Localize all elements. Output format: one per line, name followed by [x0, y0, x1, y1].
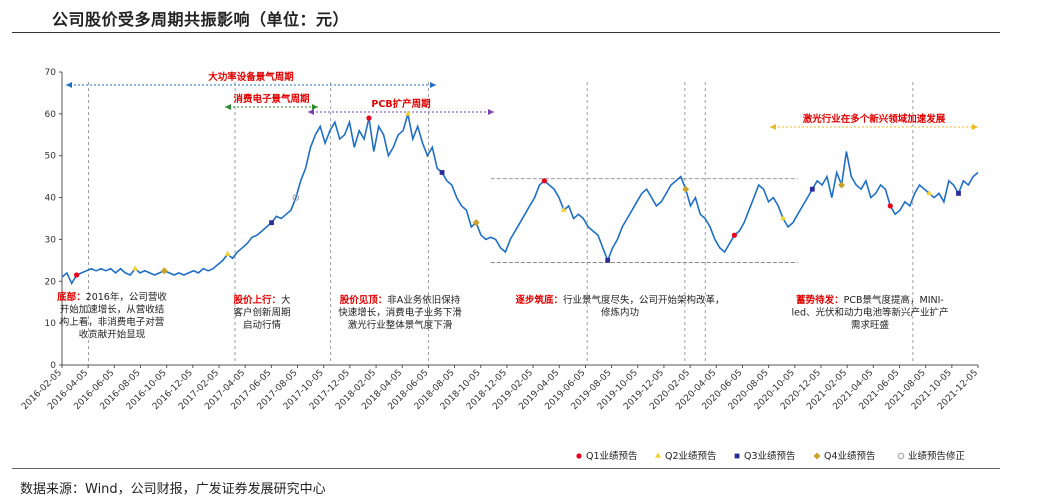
annotation-line: 2016年，公司营收: [86, 291, 168, 303]
marker-q4: [838, 181, 846, 189]
marker-q2: [926, 189, 933, 196]
marker-q2: [560, 206, 567, 212]
marker-q3: [809, 186, 815, 192]
annotation-head: 股价上行：: [233, 294, 281, 306]
annotation-1: 底部：2016年，公司营收开始加速增长，从营收结构上看，非消费电子对营收贡献开始…: [56, 291, 167, 341]
marker-q4: [160, 267, 168, 275]
annotation-line: 非A业务依旧保持: [387, 294, 460, 306]
arrowhead-right: [488, 109, 494, 115]
y-tick-label: 60: [45, 110, 57, 120]
annotation-line: led、光伏和动力电池等新兴产业扩产: [791, 307, 948, 319]
arrowhead-right: [430, 82, 436, 88]
arrowhead-left: [308, 109, 314, 115]
marker-q3: [269, 220, 274, 226]
legend-marker-revision: [897, 452, 905, 460]
annotation-line: 大: [281, 294, 291, 306]
marker-revision: [292, 194, 300, 201]
legend-marker-q3: [734, 453, 740, 459]
marker-q3: [956, 190, 961, 196]
marker-q4: [472, 219, 480, 227]
arrowhead-right: [312, 104, 318, 110]
legend-marker-q4: [813, 452, 821, 460]
annotation-line: 行业景气度尽失，公司开始架构改革，: [563, 294, 725, 306]
annotation-5: 蓄势待发：PCB景气度提高，MINI-led、光伏和动力电池等新兴产业扩产需求旺…: [791, 294, 948, 331]
y-tick-label: 0: [50, 361, 56, 371]
marker-q2: [780, 215, 787, 221]
arrowhead-right: [972, 124, 978, 130]
footer-divider: [12, 468, 1000, 469]
legend-label: Q3业绩预告: [744, 450, 796, 462]
annotation-head: 股价见顶：: [340, 294, 388, 306]
marker-q4: [682, 185, 690, 193]
arrowhead-left: [225, 104, 231, 110]
legend-marker-q1: [576, 453, 582, 459]
y-tick-label: 50: [45, 152, 57, 162]
marker-q3: [439, 170, 445, 175]
cycle-label: 消费电子景气周期: [233, 93, 309, 105]
legend-label: Q2业绩预告: [665, 450, 717, 462]
y-tick-label: 40: [45, 194, 57, 204]
price-series-line: [61, 113, 979, 286]
annotation-line: 快速增长，消费电子业务下滑: [338, 307, 462, 319]
marker-q1: [74, 272, 80, 278]
marker-q2: [224, 250, 231, 256]
annotation-line: PCB景气度提高，MINI-: [844, 294, 944, 306]
annotation-2: 股价上行：大客户创新周期启动行情: [233, 294, 291, 331]
marker-q1: [887, 203, 893, 209]
annotation-line: 需求旺盛: [851, 319, 890, 331]
y-tick-label: 30: [45, 235, 57, 245]
arrowhead-left: [66, 82, 72, 88]
legend-label: Q1业绩预告: [586, 450, 638, 462]
y-tick-label: 10: [45, 319, 57, 329]
annotation-line: 构上看，非消费电子对营: [60, 316, 165, 328]
y-tick-label: 70: [45, 68, 57, 78]
annotation-line: 启动行情: [243, 319, 282, 331]
annotation-head: 底部：: [56, 291, 86, 303]
marker-q3: [605, 257, 611, 263]
annotation-line: 激光行业整体景气度下滑: [348, 319, 453, 331]
source-note: 数据来源：Wind，公司财报，广发证券发展研究中心: [20, 482, 326, 497]
y-tick-label: 20: [45, 277, 57, 287]
cycle-label: 大功率设备景气周期: [208, 71, 294, 83]
cycle-label: 激光行业在多个新兴领域加速发展: [803, 113, 946, 125]
annotation-line: 开始加速增长，从营收结: [60, 304, 165, 316]
marker-q1: [731, 232, 737, 238]
annotation-line: 修炼内功: [601, 307, 639, 319]
annotation-line: 客户创新周期: [233, 307, 290, 319]
annotation-head: 蓄势待发：: [796, 294, 844, 306]
marker-q1: [541, 178, 547, 184]
legend-marker-q2: [655, 452, 661, 458]
marker-q2: [132, 265, 139, 271]
arrowhead-left: [770, 124, 776, 130]
annotation-4: 逐步筑底：行业景气度尽失，公司开始架构改革，修炼内功: [515, 294, 724, 319]
marker-q1: [366, 115, 372, 121]
legend-label: Q4业绩预告: [824, 450, 876, 462]
marker-q2: [404, 110, 411, 116]
annotation-3: 股价见顶：非A业务依旧保持快速增长，消费电子业务下滑激光行业整体景气度下滑: [338, 294, 462, 331]
cycle-label: PCB扩产周期: [371, 98, 430, 110]
title-divider: [12, 32, 1000, 33]
annotation-head: 逐步筑底：: [515, 294, 563, 306]
legend-label: 业绩预告修正: [908, 450, 966, 462]
annotation-line: 收贡献开始显现: [79, 329, 146, 341]
page-title: 公司股价受多周期共振影响（单位：元）: [52, 10, 350, 29]
